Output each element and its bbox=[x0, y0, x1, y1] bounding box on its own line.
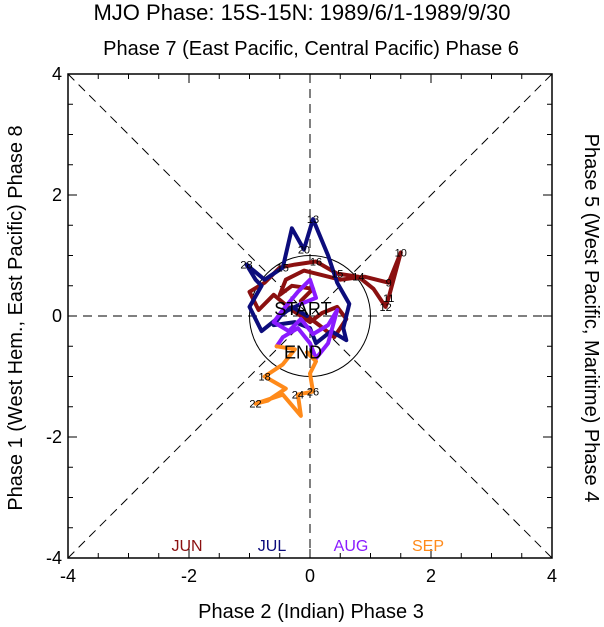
x-tick-label: 4 bbox=[547, 566, 557, 586]
point-label: 28 bbox=[240, 260, 252, 272]
legend: JUN JUL AUG SEP bbox=[171, 538, 444, 555]
legend-entry-sep: SEP bbox=[412, 538, 444, 555]
point-label: 14 bbox=[352, 272, 364, 284]
point-label: 15 bbox=[331, 269, 343, 281]
point-label: 22 bbox=[249, 399, 261, 411]
series-layer bbox=[244, 217, 403, 418]
point-label: 26 bbox=[307, 387, 319, 399]
end-label: END bbox=[284, 342, 322, 362]
y-tick-label: -2 bbox=[46, 427, 62, 447]
point-label: 15 bbox=[277, 263, 289, 275]
x-tick-label: -2 bbox=[181, 566, 197, 586]
y-tick-label: 2 bbox=[52, 185, 62, 205]
series-line-sep bbox=[253, 344, 318, 418]
y-tick-label: -4 bbox=[46, 548, 62, 568]
legend-entry-jul: JUL bbox=[258, 538, 287, 555]
point-label: 11 bbox=[383, 293, 394, 305]
series-line-aug bbox=[271, 277, 340, 361]
diagonal-guide-2 bbox=[67, 73, 553, 559]
point-label: 9 bbox=[386, 278, 392, 290]
legend-entry-aug: AUG bbox=[334, 538, 369, 555]
y-tick-label: 4 bbox=[52, 64, 62, 84]
y-tick-label: 0 bbox=[52, 306, 62, 326]
right-axis-label: Phase 5 (West Pacific, Maritime) Phase 4 bbox=[580, 134, 602, 503]
chart-title: MJO Phase: 15S-15N: 1989/6/1-1989/9/30 bbox=[93, 0, 510, 25]
x-tick-label: 0 bbox=[305, 566, 315, 586]
point-label: 13 bbox=[307, 214, 319, 226]
point-label: 12 bbox=[380, 302, 392, 314]
start-label: START bbox=[274, 299, 331, 319]
point-label: 16 bbox=[310, 257, 322, 269]
bottom-axis-label: Phase 2 (Indian) Phase 3 bbox=[198, 601, 424, 623]
series-line-jun bbox=[247, 250, 403, 340]
point-label: 20 bbox=[298, 244, 310, 256]
x-tick-label: 2 bbox=[426, 566, 436, 586]
legend-entry-jun: JUN bbox=[171, 538, 202, 555]
point-label: 24 bbox=[292, 390, 304, 402]
diagonal-guide-1 bbox=[67, 73, 553, 559]
top-axis-label: Phase 7 (East Pacific, Central Pacific) … bbox=[103, 38, 519, 60]
x-tick-label: -4 bbox=[60, 566, 76, 586]
point-label: 18 bbox=[259, 372, 271, 384]
left-axis-label: Phase 1 (West Hem., East Pacific) Phase … bbox=[5, 125, 27, 510]
point-label: 10 bbox=[395, 247, 407, 259]
